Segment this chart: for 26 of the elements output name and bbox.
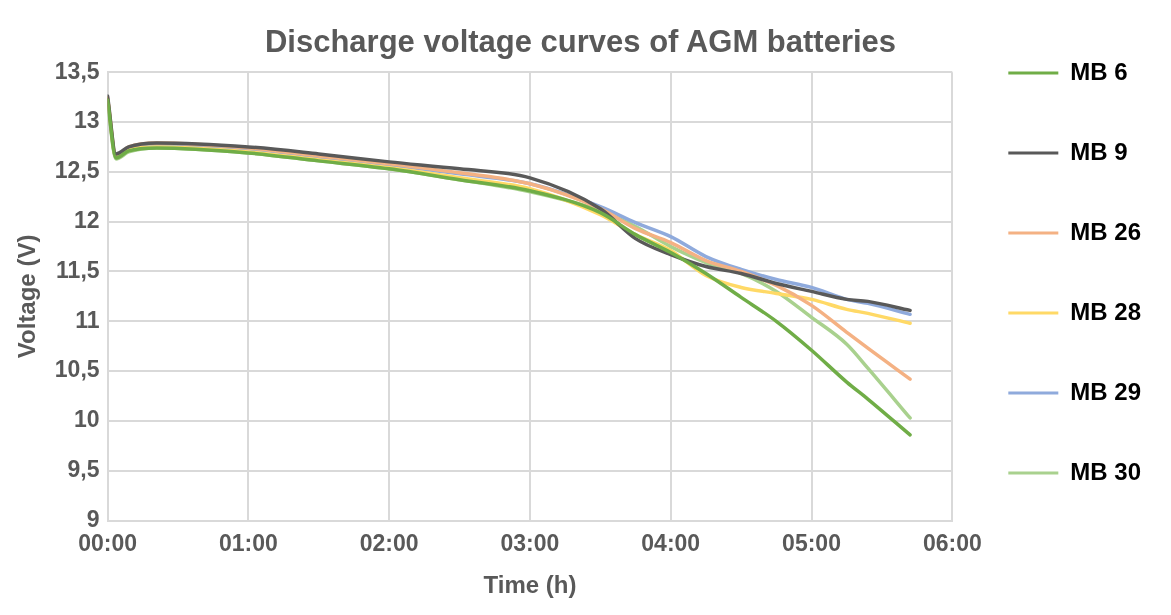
legend-label: MB 28 <box>1070 297 1141 325</box>
legend-label: MB 29 <box>1070 377 1141 405</box>
chart-title: Discharge voltage curves of AGM batteries <box>264 24 897 60</box>
x-tick-label: 03:00 <box>500 529 560 556</box>
x-tick-label: 05:00 <box>782 529 841 556</box>
legend-label: MB 26 <box>1070 217 1141 245</box>
y-tick-label: 13,5 <box>54 57 100 84</box>
y-axis-title: Voltage (V) <box>13 234 41 359</box>
y-tick-label: 11,5 <box>56 256 100 283</box>
y-tick-label: 11 <box>75 306 100 333</box>
y-tick-label: 10,5 <box>54 356 100 383</box>
y-tick-label: 9,5 <box>67 456 100 483</box>
x-tick-label: 06:00 <box>922 529 982 556</box>
x-tick-label: 04:00 <box>641 529 701 556</box>
legend-label: MB 6 <box>1070 57 1128 85</box>
y-tick-label: 13 <box>73 107 100 134</box>
y-tick-label: 12,5 <box>54 157 100 184</box>
y-tick-label: 10 <box>73 406 100 433</box>
x-tick-label: 00:00 <box>78 529 137 556</box>
x-axis-title: Time (h) <box>483 571 577 599</box>
y-tick-label: 12 <box>73 207 100 234</box>
x-tick-label: 02:00 <box>359 529 419 556</box>
x-tick-label: 01:00 <box>218 529 278 556</box>
y-tick-label: 9 <box>86 505 100 532</box>
legend-label: MB 9 <box>1070 137 1128 165</box>
legend-label: MB 30 <box>1070 457 1141 485</box>
